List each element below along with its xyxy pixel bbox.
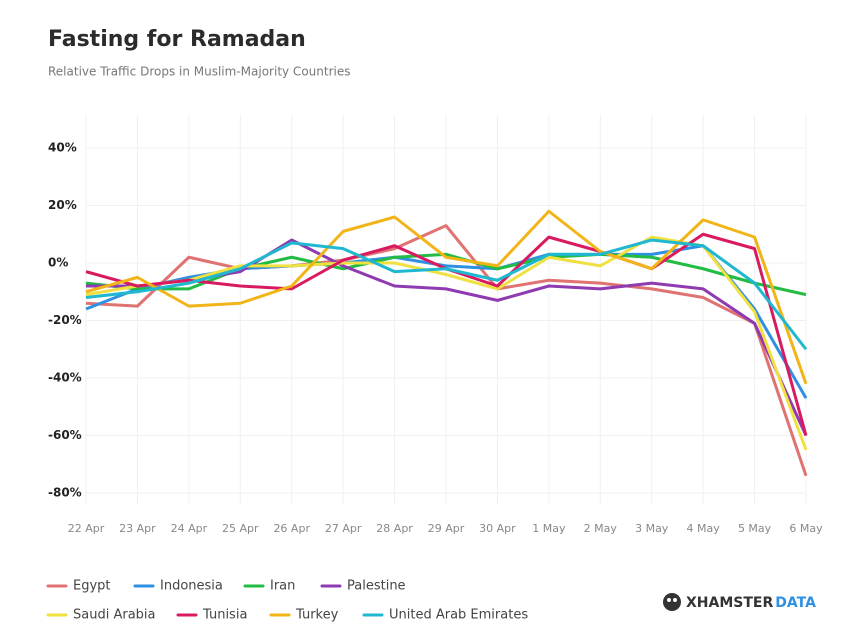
legend-label: Egypt [73, 579, 111, 594]
x-tick-label: 22 Apr [68, 522, 105, 535]
logo: XHAMSTER DATA [663, 593, 816, 611]
x-tick-label: 27 Apr [325, 522, 362, 535]
legend-label: Turkey [295, 608, 339, 623]
logo-eye [673, 598, 677, 602]
x-tick-label: 28 Apr [376, 522, 413, 535]
x-tick-label: 4 May [687, 522, 721, 535]
logo-brand: XHAMSTER [686, 595, 773, 611]
y-tick-label: -80% [48, 486, 82, 500]
chart-title: Fasting for Ramadan [48, 27, 306, 52]
x-tick-label: 26 Apr [273, 522, 310, 535]
x-tick-label: 25 Apr [222, 522, 259, 535]
y-tick-label: 20% [48, 198, 77, 212]
series-line [85, 238, 808, 351]
legend-label: Palestine [347, 579, 406, 594]
logo-eye [667, 598, 671, 602]
y-tick-label: -20% [48, 313, 82, 327]
x-tick-label: 24 Apr [171, 522, 208, 535]
x-tick-label: 6 May [789, 522, 823, 535]
legend-label: Saudi Arabia [73, 608, 156, 623]
legend-label: Iran [270, 579, 295, 594]
legend-label: United Arab Emirates [389, 608, 528, 623]
logo-icon [663, 593, 681, 611]
chart-subtitle: Relative Traffic Drops in Muslim-Majorit… [48, 65, 350, 79]
x-tick-label: 2 May [584, 522, 618, 535]
x-tick-label: 3 May [635, 522, 669, 535]
legend-label: Indonesia [160, 579, 223, 594]
x-tick-label: 1 May [532, 522, 566, 535]
x-tick-label: 23 Apr [119, 522, 156, 535]
y-tick-label: -40% [48, 371, 82, 385]
legend-label: Tunisia [202, 608, 247, 623]
x-tick-label: 29 Apr [428, 522, 465, 535]
logo-suffix: DATA [775, 595, 816, 611]
series-line [85, 209, 808, 385]
series-line [85, 224, 808, 477]
x-tick-label: 30 Apr [479, 522, 516, 535]
y-tick-label: 0% [48, 256, 68, 270]
y-tick-label: 40% [48, 141, 77, 155]
y-tick-label: -60% [48, 428, 82, 442]
x-tick-label: 5 May [738, 522, 772, 535]
